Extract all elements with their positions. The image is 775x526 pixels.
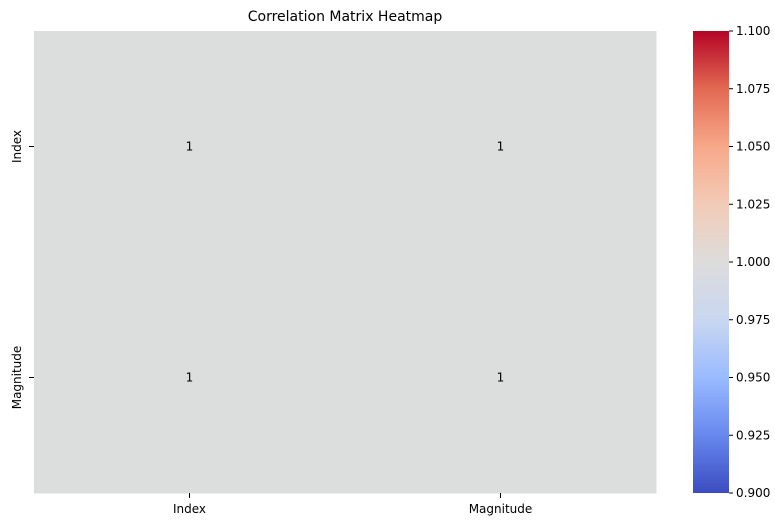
x-tick-label: Index (173, 502, 206, 516)
heatmap-cells (34, 31, 657, 494)
x-tick-label: Magnitude (469, 502, 533, 516)
colorbar-tick-label: 1.050 (736, 140, 770, 154)
colorbar-tick-label: 0.950 (736, 371, 770, 385)
cell-annotation: 1 (186, 140, 194, 154)
heatmap-cell-1-1 (345, 262, 657, 494)
colorbar-tick-label: 1.025 (736, 197, 770, 211)
colorbar-gradient (693, 31, 729, 493)
cell-annotation: 1 (497, 371, 505, 385)
colorbar-tick-label: 0.925 (736, 428, 770, 442)
heatmap-cell-1-0 (34, 262, 346, 494)
colorbar-tick-label: 0.900 (736, 486, 770, 500)
heatmap-cell-0-0 (34, 31, 346, 263)
colorbar-tick-label: 1.100 (736, 24, 770, 38)
y-tick-label: Index (10, 130, 24, 163)
cell-annotations: 1 1 1 1 (186, 140, 505, 385)
colorbar: 0.900 0.925 0.950 0.975 1.000 1.025 1.050 1.075… (693, 24, 770, 500)
cell-annotation: 1 (497, 140, 505, 154)
heatmap-cell-0-1 (345, 31, 657, 263)
colorbar-tick-label: 0.975 (736, 313, 770, 327)
x-axis: Index Magnitude (173, 493, 532, 516)
chart-title: Correlation Matrix Heatmap (248, 9, 443, 25)
cell-annotation: 1 (186, 371, 194, 385)
y-axis: Index Magnitude (10, 130, 34, 409)
colorbar-tick-label: 1.000 (736, 255, 770, 269)
y-tick-label: Magnitude (10, 346, 24, 410)
colorbar-tick-label: 1.075 (736, 82, 770, 96)
colorbar-ticks: 0.900 0.925 0.950 0.975 1.000 1.025 1.050 1.075… (729, 24, 770, 500)
